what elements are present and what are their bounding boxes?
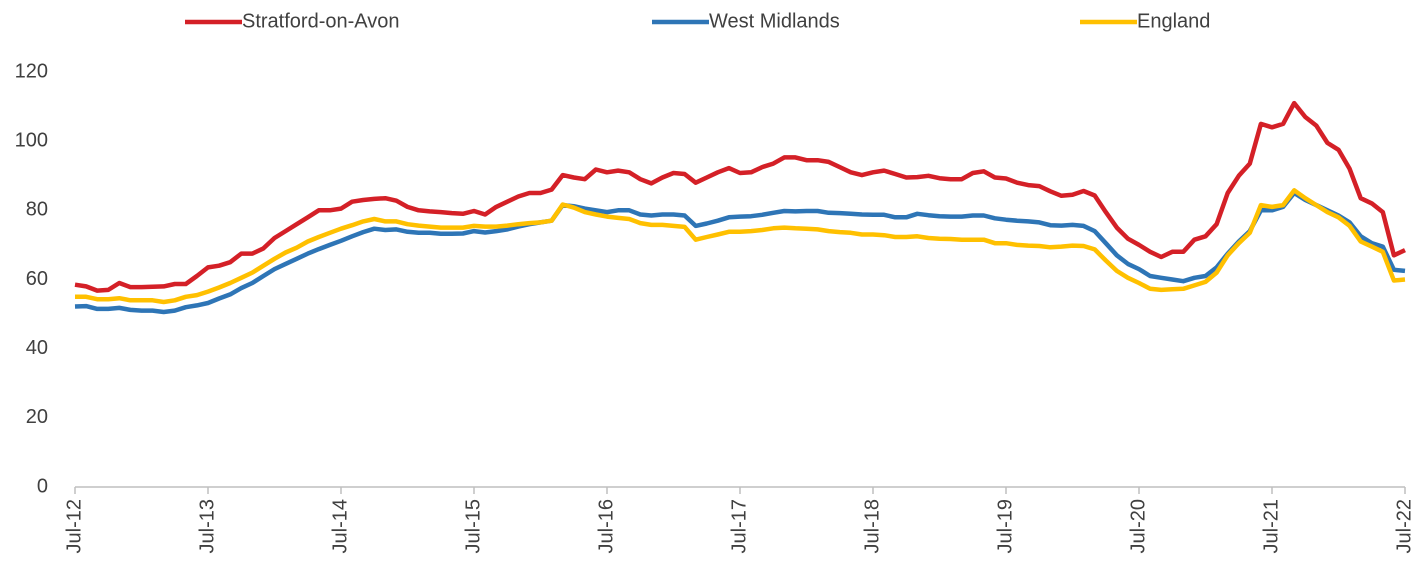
legend-label: Stratford-on-Avon [242,10,400,32]
y-tick-label: 60 [26,268,48,290]
y-tick-label: 40 [26,337,48,359]
x-tick-label: Jul-19 [994,499,1016,553]
x-tick-label: Jul-14 [329,499,351,553]
series-line [75,188,1406,305]
x-tick-label: Jul-21 [1260,499,1282,553]
x-tick-label: Jul-16 [595,499,617,553]
y-tick-label: 80 [26,199,48,221]
y-tick-label: 120 [15,60,48,82]
legend-label: England [1137,10,1210,32]
y-tick-label: 0 [37,475,48,497]
x-tick-label: Jul-15 [462,499,484,553]
series-line [74,100,1406,293]
x-tick-label: Jul-20 [1127,499,1149,553]
y-tick-label: 20 [26,406,48,428]
legend-label: West Midlands [709,10,840,32]
x-tick-label: Jul-18 [861,499,883,553]
series-line [74,190,1406,315]
x-tick-label: Jul-13 [196,499,218,553]
x-tick-label: Jul-17 [728,499,750,553]
y-tick-label: 100 [15,129,48,151]
x-tick-label: Jul-22 [1393,499,1415,553]
x-tick-label: Jul-12 [63,499,85,553]
